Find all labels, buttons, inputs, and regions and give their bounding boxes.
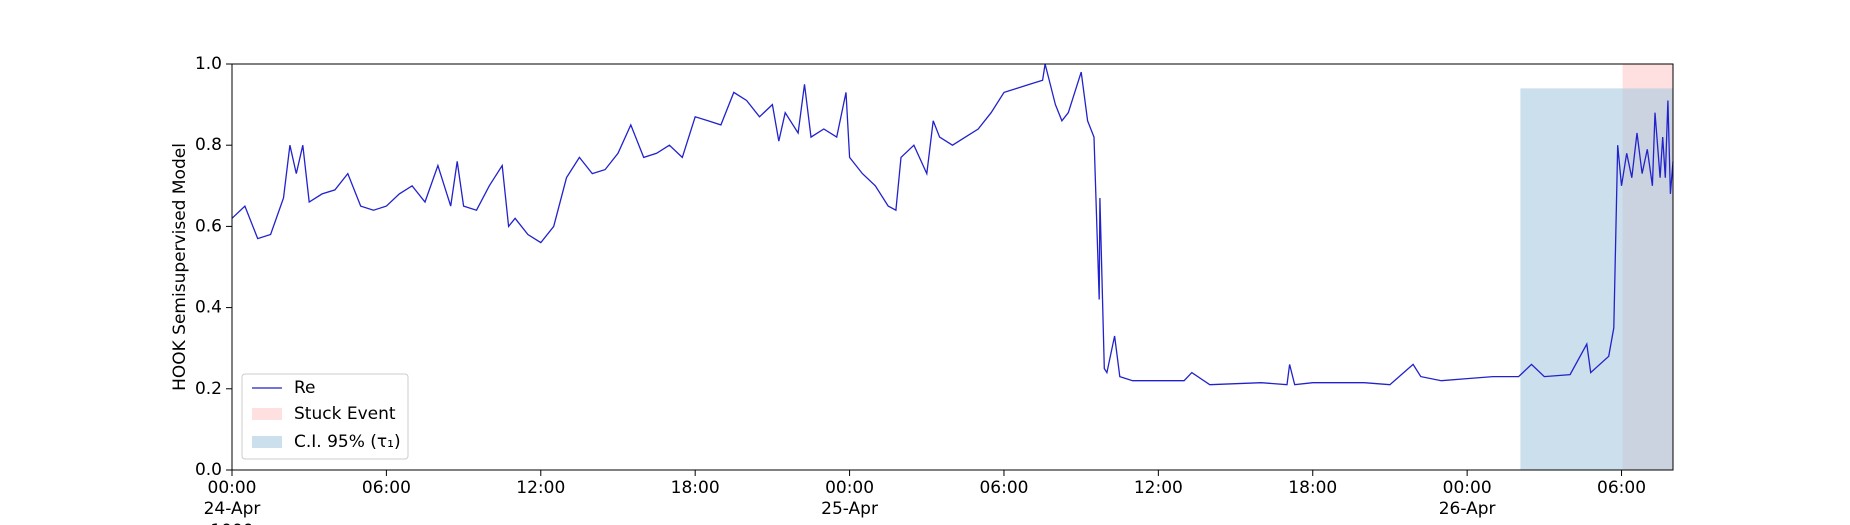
x-tick-label: 18:00 bbox=[1288, 478, 1337, 498]
axes-frame bbox=[231, 63, 1674, 471]
x-date-label: 24-Apr bbox=[204, 499, 261, 519]
x-tick-label: 06:00 bbox=[362, 478, 411, 498]
y-tick-label: 0.8 bbox=[195, 135, 222, 155]
y-tick-label: 0.4 bbox=[195, 298, 222, 318]
x-tick-label: 06:00 bbox=[1597, 478, 1646, 498]
x-tick-label: 00:00 bbox=[208, 478, 257, 498]
x-tick-label: 12:00 bbox=[516, 478, 565, 498]
y-tick-label: 0.0 bbox=[195, 460, 222, 480]
x-tick-label: 12:00 bbox=[1134, 478, 1183, 498]
legend-swatch bbox=[252, 408, 282, 420]
legend-box bbox=[241, 373, 409, 460]
x-date-label: 26-Apr bbox=[1439, 499, 1496, 519]
x-year-label: 1000 bbox=[210, 521, 253, 525]
y-tick-label: 0.2 bbox=[195, 379, 222, 399]
legend-label: Stuck Event bbox=[294, 404, 396, 424]
x-tick-label: 06:00 bbox=[979, 478, 1028, 498]
x-tick-label: 00:00 bbox=[825, 478, 874, 498]
x-date-label: 25-Apr bbox=[821, 499, 878, 519]
legend-label: Re bbox=[294, 378, 316, 398]
x-tick-label: 00:00 bbox=[1443, 478, 1492, 498]
legend-swatch bbox=[252, 436, 282, 448]
x-tick-label: 18:00 bbox=[671, 478, 720, 498]
legend-label: C.I. 95% (τ₁) bbox=[294, 432, 401, 452]
data-line bbox=[231, 63, 1674, 386]
y-axis-label: HOOK Semisupervised Model bbox=[170, 143, 190, 391]
y-tick-label: 0.6 bbox=[195, 216, 222, 236]
shaded-region bbox=[1520, 88, 1673, 471]
y-tick-label: 1.0 bbox=[195, 54, 222, 74]
